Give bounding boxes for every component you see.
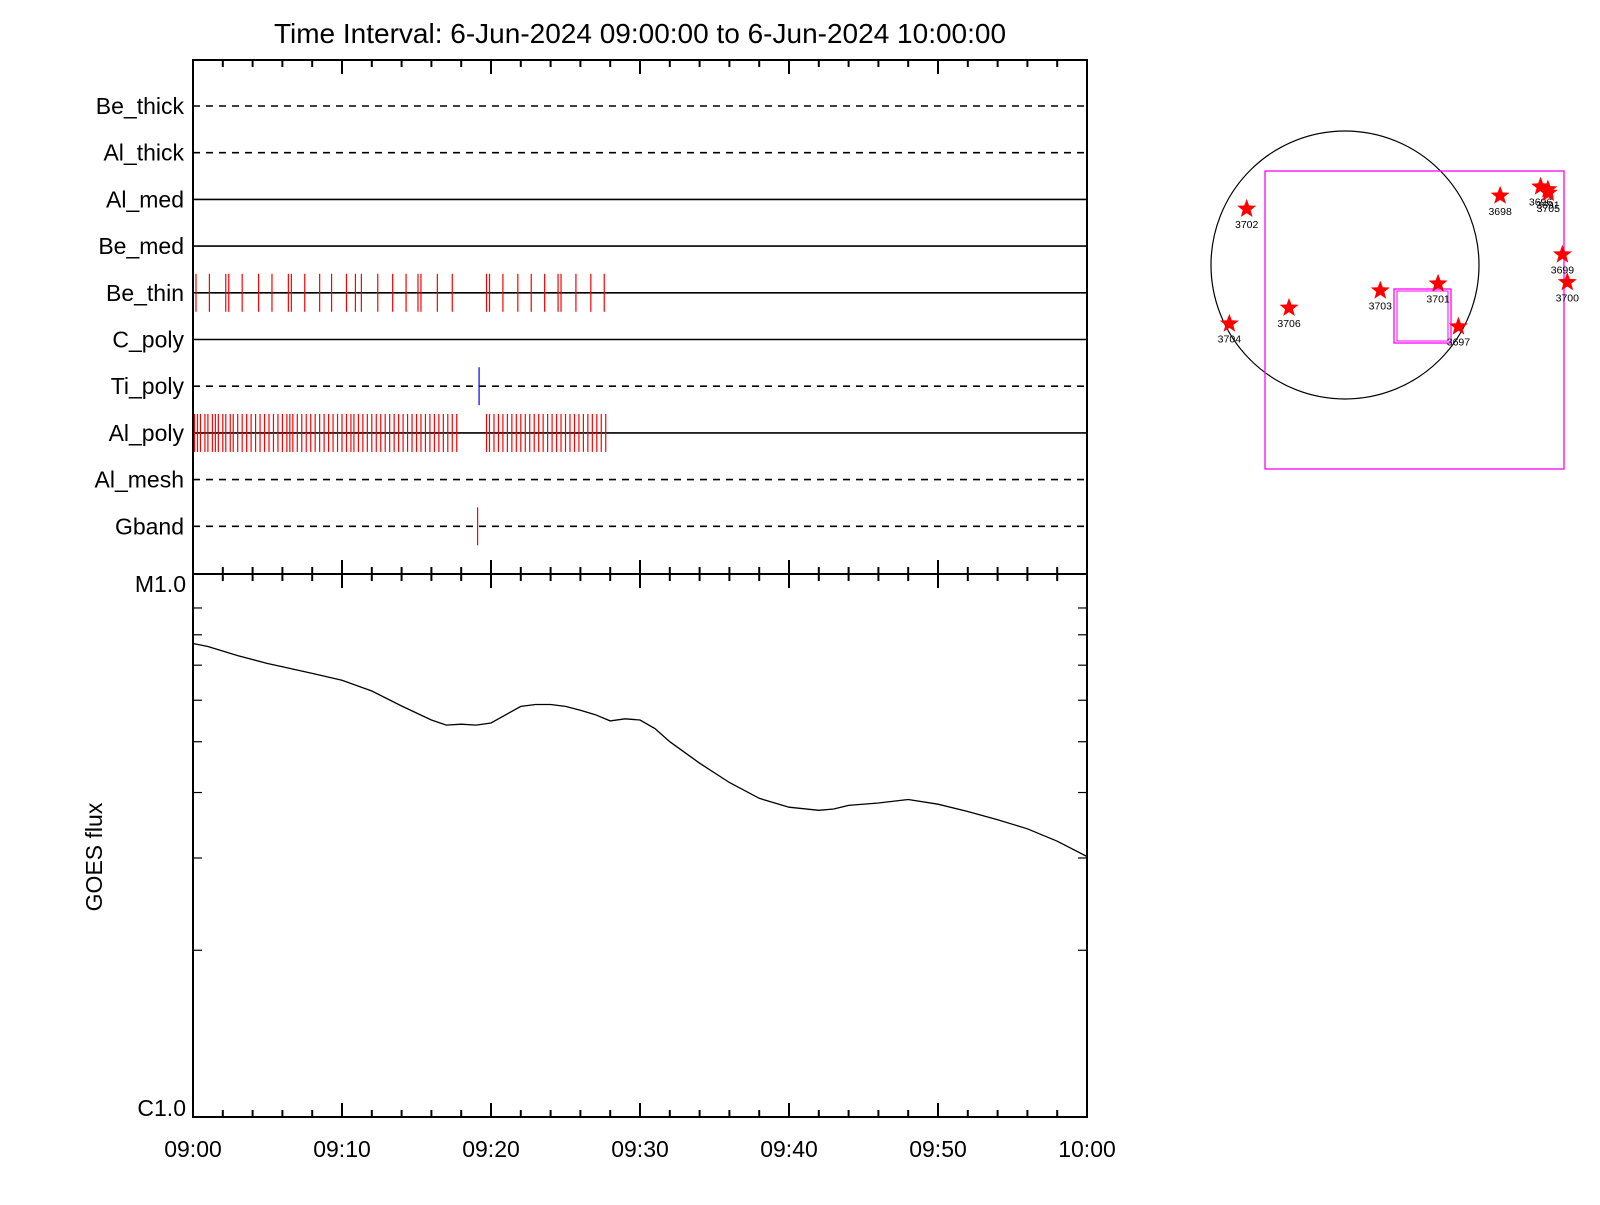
x-tick-label: 09:00 [164, 1136, 222, 1162]
ar-label: 3706 [1277, 318, 1301, 330]
ar-label: 3705 [1537, 203, 1561, 215]
ar-label: 3703 [1369, 301, 1393, 313]
x-tick-label: 09:10 [313, 1136, 371, 1162]
ar-star-marker [1279, 297, 1299, 316]
ar-star-marker [1538, 183, 1558, 202]
ar-star-marker [1552, 244, 1572, 263]
chart-title: Time Interval: 6-Jun-2024 09:00:00 to 6-… [274, 18, 1006, 49]
channel-label: Be_thin [106, 280, 184, 306]
channel-label: Al_mesh [95, 467, 184, 493]
x-tick-label: 09:50 [909, 1136, 967, 1162]
ar-star-marker [1531, 176, 1551, 195]
x-tick-label: 10:00 [1058, 1136, 1116, 1162]
x-tick-label: 09:20 [462, 1136, 520, 1162]
goes-frame [192, 573, 1088, 1118]
ar-label: 3699 [1551, 265, 1575, 277]
ar-star-marker [1219, 313, 1239, 332]
channel-label: Al_poly [109, 420, 185, 446]
timeline-frame [192, 59, 1088, 575]
field-of-view-box [1264, 170, 1565, 470]
channel-label: C_poly [112, 327, 184, 353]
inner-fov-box [1396, 290, 1449, 342]
y-tick-label: M1.0 [135, 571, 186, 597]
ar-label: 3697 [1447, 337, 1471, 349]
x-tick-label: 09:40 [760, 1136, 818, 1162]
ar-star-marker [1428, 273, 1448, 292]
ar-label: 3691 [1536, 200, 1560, 212]
ar-star-marker [1557, 272, 1577, 291]
ar-label: 3701 [1426, 294, 1450, 306]
inner-fov-box [1393, 288, 1452, 344]
channel-label: Ti_poly [111, 373, 185, 399]
ar-label: 3702 [1235, 219, 1259, 231]
x-tick-label: 09:30 [611, 1136, 669, 1162]
channel-label: Al_thick [103, 140, 184, 166]
timeline-panel: Be_thick Al_thick Al_med Be_med Be_thin C_pol… [95, 59, 1088, 575]
solar-disk [1210, 130, 1480, 400]
ar-label: 3698 [1488, 206, 1512, 218]
y-axis-label: GOES flux [81, 802, 107, 911]
ar-star-marker [1237, 198, 1257, 217]
y-tick-label: C1.0 [137, 1095, 186, 1121]
ar-label: 3704 [1218, 334, 1242, 346]
ar-label: 3700 [1556, 292, 1580, 304]
ar-star-marker [1490, 185, 1510, 204]
channel-label: Gband [115, 513, 184, 539]
ar-star-marker [1370, 280, 1390, 299]
goes-flux-panel: GOES flux 09:00 09:10 09:20 09:30 09:40 09:50… [81, 571, 1116, 1162]
ar-star-marker [1448, 316, 1468, 335]
goes-flux-line [192, 642, 1088, 858]
channel-label: Be_med [98, 233, 184, 259]
channel-label: Al_med [106, 186, 184, 212]
channel-label: Be_thick [96, 93, 185, 119]
ar-label: 3696 [1529, 197, 1553, 209]
